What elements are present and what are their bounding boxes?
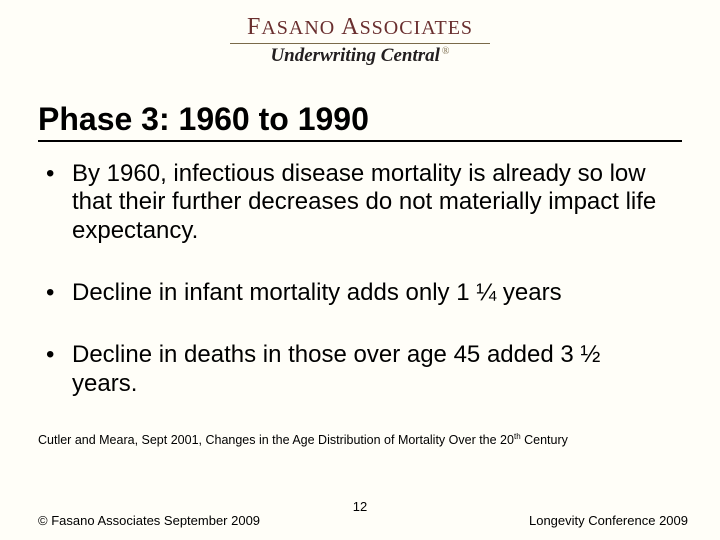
- citation-superscript: th: [514, 432, 521, 441]
- page-number: 12: [0, 499, 720, 514]
- conference-label: Longevity Conference 2009: [529, 513, 688, 528]
- bullet-icon: •: [46, 160, 72, 245]
- logo-initial-f: F: [247, 14, 261, 40]
- header-logo: FASANO ASSOCIATES Underwriting Central®: [0, 0, 720, 67]
- list-item: • By 1960, infectious disease mortality …: [46, 160, 666, 245]
- slide-title: Phase 3: 1960 to 1990: [38, 101, 682, 142]
- list-item: • Decline in deaths in those over age 45…: [46, 341, 666, 398]
- bullet-text: By 1960, infectious disease mortality is…: [72, 160, 666, 245]
- citation: Cutler and Meara, Sept 2001, Changes in …: [38, 432, 720, 447]
- logo-tagline: Underwriting Central®: [0, 45, 720, 67]
- logo-text-ssociates: SSOCIATES: [360, 17, 473, 39]
- bullet-text: Decline in deaths in those over age 45 a…: [72, 341, 666, 398]
- citation-text-pre: Cutler and Meara, Sept 2001, Changes in …: [38, 433, 514, 447]
- registered-mark-icon: ®: [442, 46, 450, 57]
- bullet-list: • By 1960, infectious disease mortality …: [46, 160, 666, 398]
- citation-text-post: Century: [521, 433, 568, 447]
- logo-tagline-text: Underwriting Central: [270, 45, 439, 66]
- logo-text-asano: ASANO: [261, 17, 341, 39]
- copyright: © Fasano Associates September 2009: [38, 513, 260, 528]
- bullet-text: Decline in infant mortality adds only 1 …: [72, 279, 666, 307]
- logo-divider: [230, 43, 490, 44]
- logo-initial-a: A: [341, 14, 359, 40]
- logo-company-name: FASANO ASSOCIATES: [0, 14, 720, 41]
- list-item: • Decline in infant mortality adds only …: [46, 279, 666, 307]
- bullet-icon: •: [46, 341, 72, 398]
- bullet-icon: •: [46, 279, 72, 307]
